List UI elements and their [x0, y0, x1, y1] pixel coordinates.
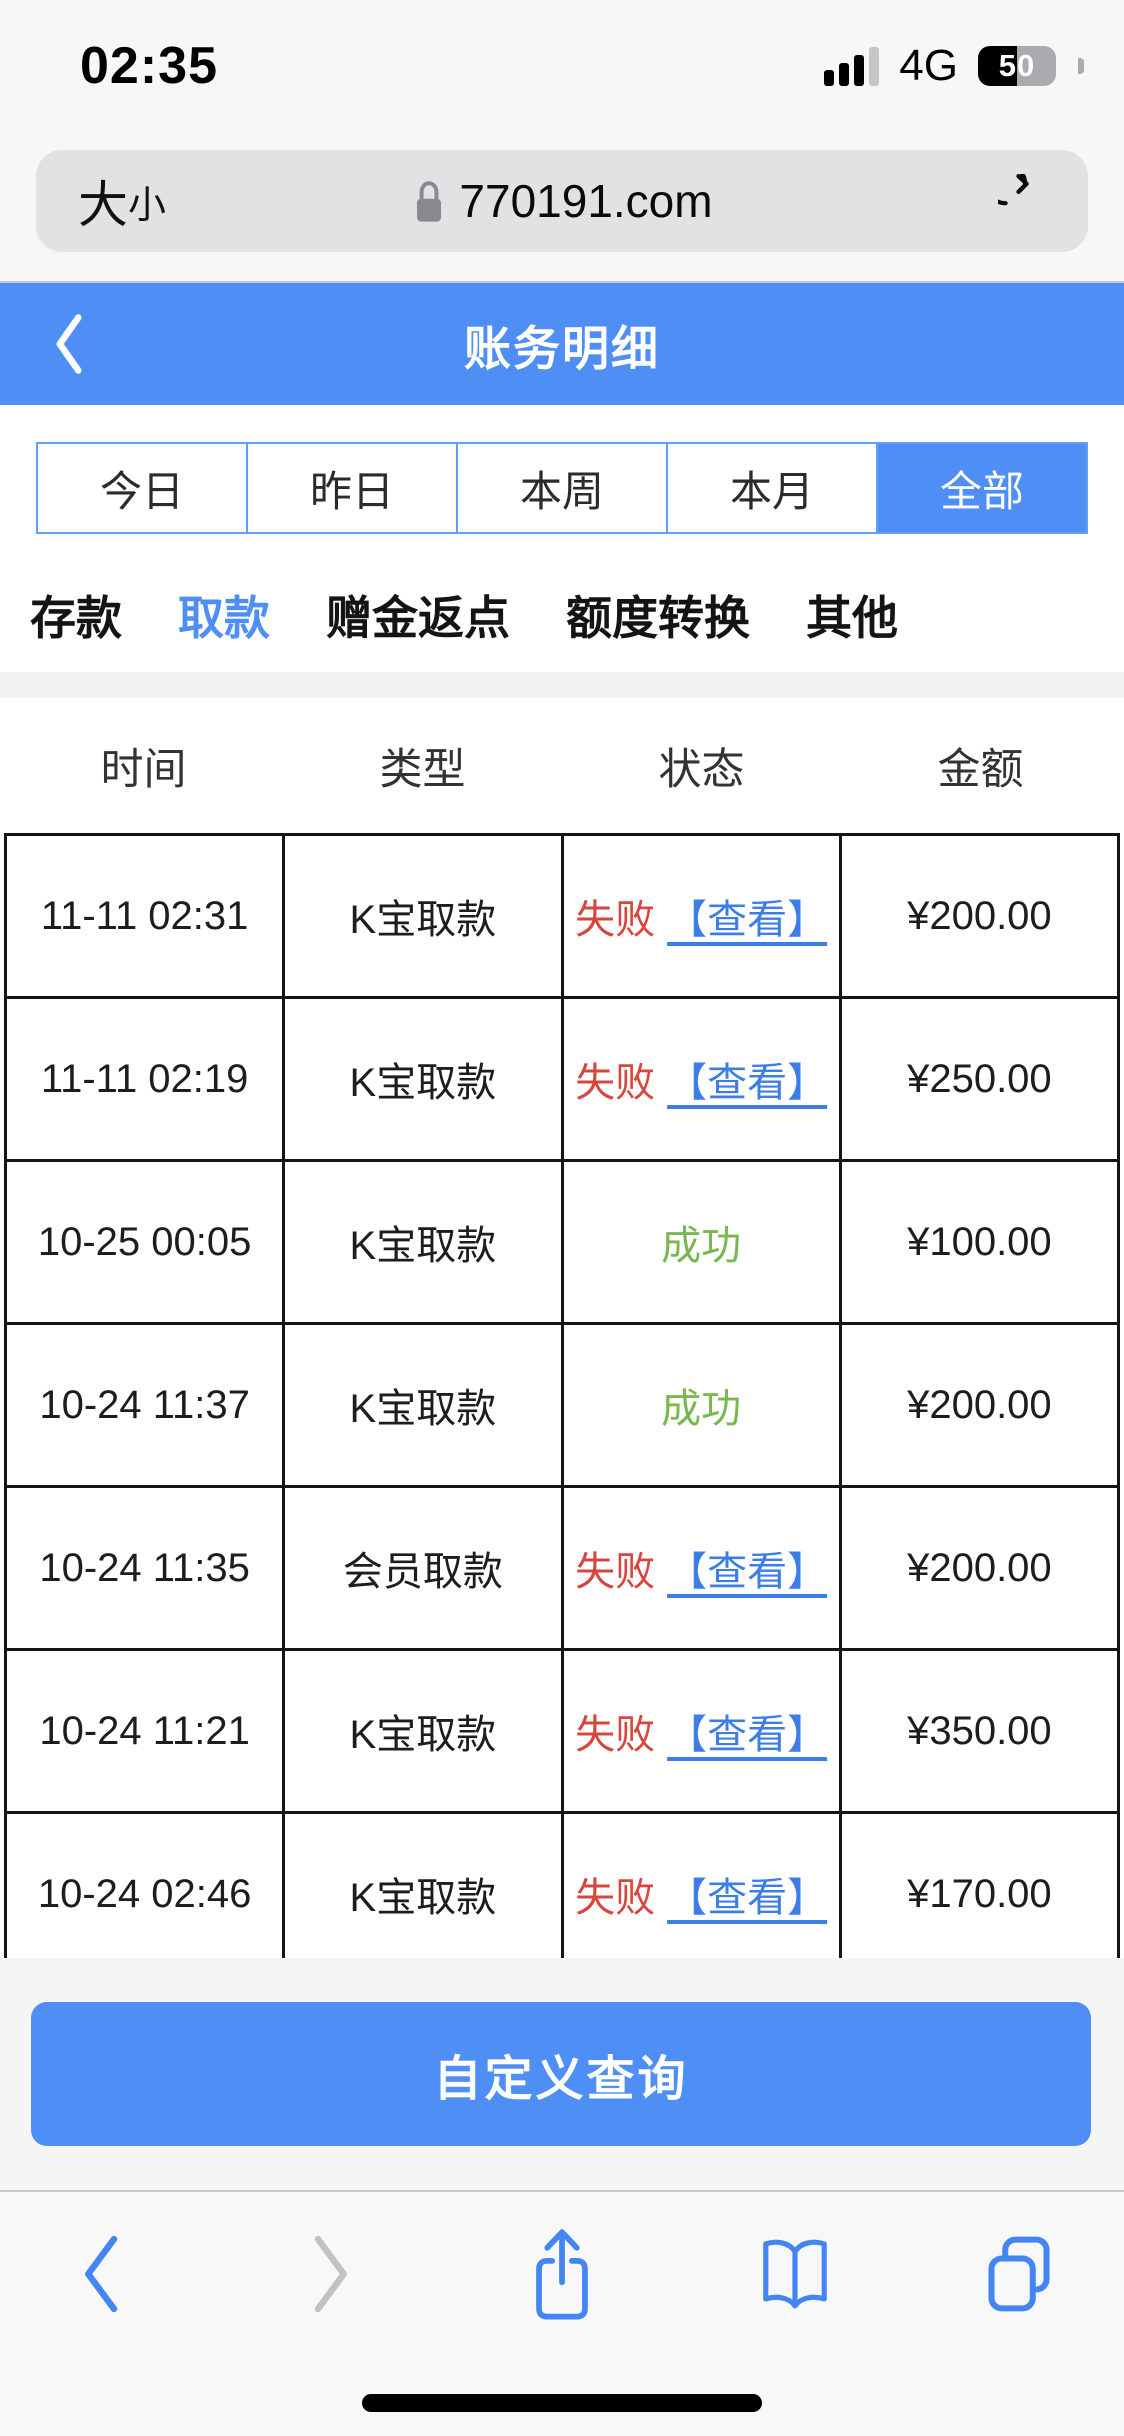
row3-time: 10-24 11:37 — [7, 1325, 286, 1488]
row0-time: 11-11 02:31 — [7, 836, 286, 999]
filter-tab-deposit[interactable]: 存款 — [30, 592, 122, 644]
date-range-tabs: 今日 昨日 本周 本月 全部 — [36, 442, 1088, 534]
bookmarks-icon[interactable] — [752, 2226, 838, 2322]
address-bar[interactable]: 大小 770191.com — [36, 150, 1088, 252]
status-icons: 4G 50 — [824, 41, 1084, 91]
browser-chrome-top: 02:35 4G 50 大小 770191.com — [0, 0, 1124, 283]
clock-label: 02:35 — [80, 37, 218, 95]
row6-type: K宝取款 — [285, 1814, 564, 1958]
row6-status: 失败 【查看】 — [564, 1814, 842, 1958]
tabs-icon[interactable] — [976, 2226, 1062, 2322]
view-link[interactable]: 【查看】 — [667, 1550, 828, 1594]
date-tab-this-week[interactable]: 本周 — [458, 444, 668, 532]
date-tab-all[interactable]: 全部 — [878, 444, 1086, 532]
row1-type: K宝取款 — [285, 999, 564, 1162]
row5-time: 10-24 11:21 — [7, 1651, 286, 1814]
status-text: 失败 — [575, 1876, 656, 1920]
row3-type: K宝取款 — [285, 1325, 564, 1488]
safari-toolbar — [0, 2190, 1124, 2436]
date-tab-today[interactable]: 今日 — [38, 444, 248, 532]
network-type-label: 4G — [899, 41, 958, 90]
row6-amount: ¥170.00 — [842, 1814, 1120, 1958]
reload-button[interactable] — [998, 174, 1052, 228]
row3-amount: ¥200.00 — [841, 1325, 1120, 1488]
filter-tab-bonus-rebate[interactable]: 赠金返点 — [326, 592, 510, 644]
filter-tab-withdraw[interactable]: 取款 — [178, 592, 270, 644]
custom-query-button[interactable]: 自定义查询 — [31, 2002, 1091, 2146]
url-label: 770191.com — [459, 175, 713, 227]
browser-back-button[interactable] — [60, 2226, 146, 2322]
type-filter-tabs: 存款 取款 赠金返点 额度转换 其他 — [0, 558, 1124, 672]
url-display: 770191.com — [36, 150, 1088, 252]
transactions-table: 11-11 02:31 K宝取款 失败 【查看】 ¥200.00 11-11 0… — [4, 833, 1120, 1958]
battery-percent-label: 50 — [998, 48, 1036, 83]
row4-amount: ¥200.00 — [841, 1488, 1120, 1651]
row4-time: 10-24 11:35 — [7, 1488, 286, 1651]
status-text: 失败 — [575, 898, 656, 942]
row0-type: K宝取款 — [285, 836, 564, 999]
row6-time: 10-24 02:46 — [7, 1814, 286, 1958]
footer-area: 自定义查询 — [0, 1958, 1124, 2190]
row1-amount: ¥250.00 — [841, 999, 1120, 1162]
col-header-type: 类型 — [379, 745, 466, 794]
text-size-button[interactable]: 大小 — [78, 177, 167, 233]
row2-time: 10-25 00:05 — [7, 1162, 286, 1325]
signal-strength-icon — [824, 46, 880, 86]
row2-type: K宝取款 — [285, 1162, 564, 1325]
view-link[interactable]: 【查看】 — [667, 1876, 828, 1920]
filter-tab-quota-transfer[interactable]: 额度转换 — [566, 592, 750, 644]
section-divider — [0, 672, 1124, 698]
row2-amount: ¥100.00 — [841, 1162, 1120, 1325]
row3-status: 成功 — [563, 1325, 842, 1488]
home-indicator[interactable] — [362, 2394, 762, 2412]
status-text: 成功 — [661, 1224, 742, 1268]
row4-type: 会员取款 — [285, 1488, 564, 1651]
battery-nub — [1078, 58, 1084, 74]
status-text: 失败 — [575, 1061, 656, 1105]
browser-forward-button[interactable] — [286, 2226, 372, 2322]
row2-status: 成功 — [563, 1162, 842, 1325]
row5-amount: ¥350.00 — [841, 1651, 1120, 1814]
share-icon[interactable] — [519, 2226, 605, 2322]
col-header-amount: 金额 — [937, 745, 1024, 794]
status-text: 成功 — [661, 1387, 742, 1431]
row4-status: 失败 【查看】 — [563, 1488, 842, 1651]
status-bar: 02:35 4G 50 — [0, 24, 1124, 108]
page-title: 账务明细 — [464, 321, 660, 375]
row0-amount: ¥200.00 — [841, 836, 1120, 999]
date-tab-yesterday[interactable]: 昨日 — [248, 444, 458, 532]
table-header-row: 时间 类型 状态 金额 — [4, 698, 1120, 833]
view-link[interactable]: 【查看】 — [667, 1713, 828, 1757]
view-link[interactable]: 【查看】 — [667, 898, 828, 942]
page-header: 账务明细 — [0, 283, 1124, 405]
row5-status: 失败 【查看】 — [563, 1651, 842, 1814]
back-button[interactable] — [48, 311, 90, 377]
row1-status: 失败 【查看】 — [563, 999, 842, 1162]
lock-icon — [417, 181, 442, 222]
filter-tab-other[interactable]: 其他 — [806, 592, 898, 644]
battery-icon: 50 — [978, 46, 1056, 86]
row5-type: K宝取款 — [285, 1651, 564, 1814]
status-text: 失败 — [575, 1550, 656, 1594]
date-tab-this-month[interactable]: 本月 — [668, 444, 878, 532]
view-link[interactable]: 【查看】 — [667, 1061, 828, 1105]
col-header-time: 时间 — [100, 745, 187, 794]
status-text: 失败 — [575, 1713, 656, 1757]
col-header-status: 状态 — [658, 745, 745, 794]
row0-status: 失败 【查看】 — [563, 836, 842, 999]
row1-time: 11-11 02:19 — [7, 999, 286, 1162]
